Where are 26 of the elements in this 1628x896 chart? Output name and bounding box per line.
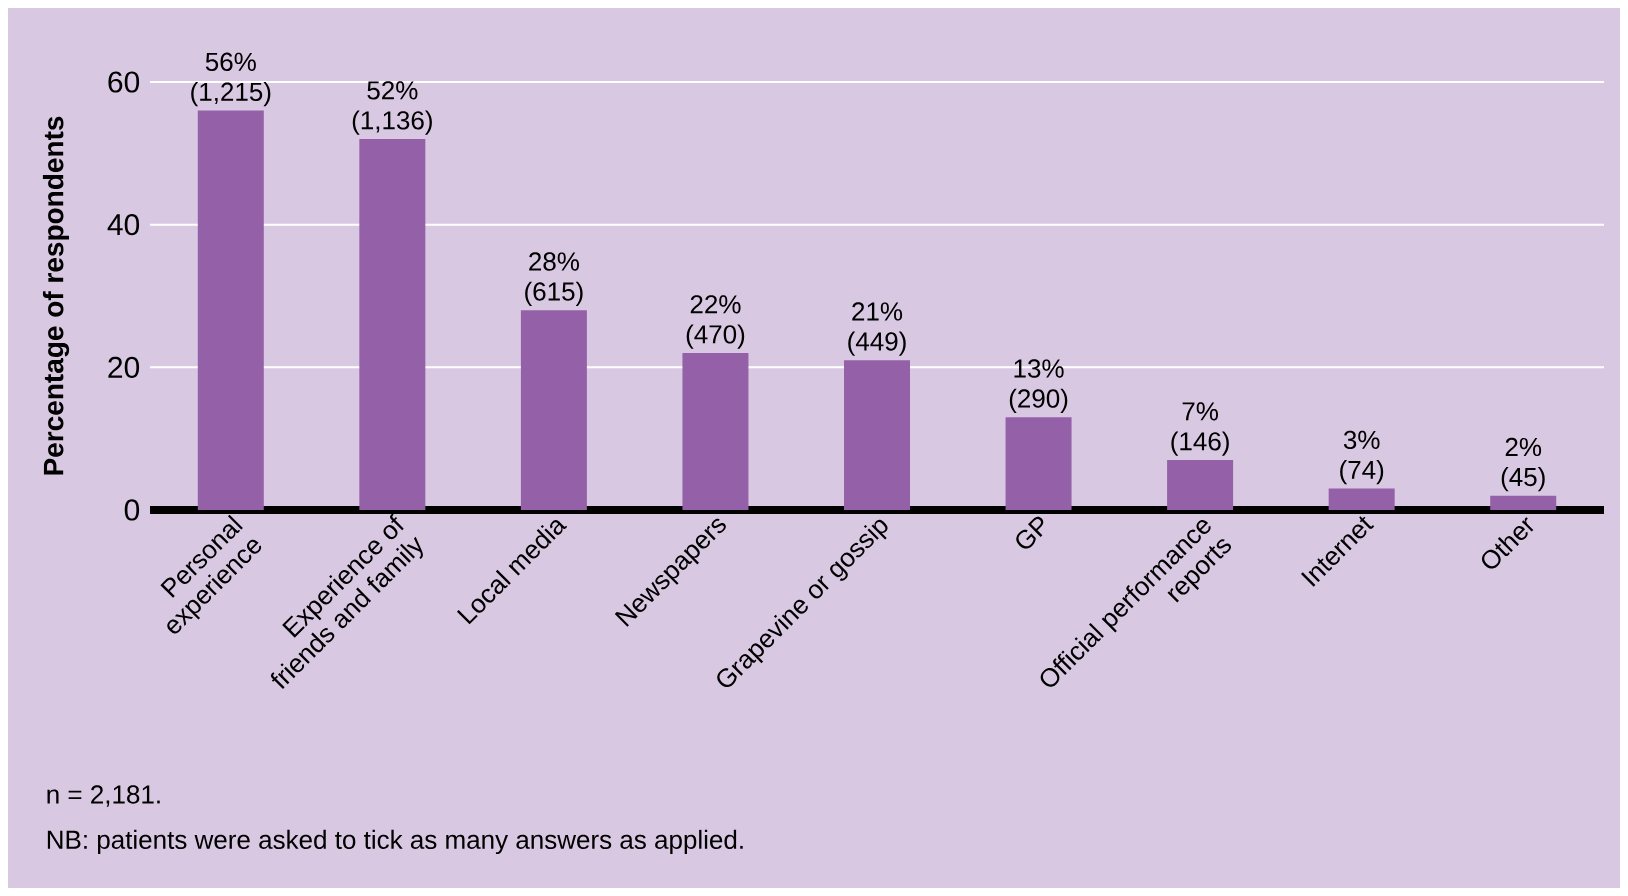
x-tick-label: GP <box>1016 516 1044 549</box>
bar <box>1167 460 1234 510</box>
bar <box>197 110 264 510</box>
bar <box>1005 417 1072 510</box>
data-label: 2% (45) <box>1501 437 1545 492</box>
text: n = 2,181. <box>47 785 160 807</box>
y-tick-label: 60 <box>108 71 140 93</box>
y-tick-label: 40 <box>107 214 140 236</box>
bar <box>844 360 910 510</box>
y-tick-label: 0 <box>124 499 140 521</box>
y-tick-label: 20 <box>108 356 140 378</box>
text: NB: patients were asked to tick as many answers as applied. <box>47 829 743 855</box>
data-label: 21% (449) <box>848 302 906 356</box>
bar <box>359 139 426 510</box>
bar <box>1328 488 1395 510</box>
data-label: 56% (1,215) <box>191 52 271 107</box>
bar <box>1490 495 1557 510</box>
data-label: 3% (74) <box>1340 430 1384 485</box>
data-label: 13% (290) <box>1009 359 1068 413</box>
data-label: 52% (1,136) <box>352 81 432 135</box>
y-axis-title: Percentage of respondents <box>42 116 70 475</box>
data-label: 7% (146) <box>1171 402 1229 456</box>
bar <box>682 353 749 510</box>
data-label: 22% (470) <box>686 295 745 349</box>
bar <box>520 310 587 510</box>
data-label: 28% (615) <box>525 252 583 306</box>
